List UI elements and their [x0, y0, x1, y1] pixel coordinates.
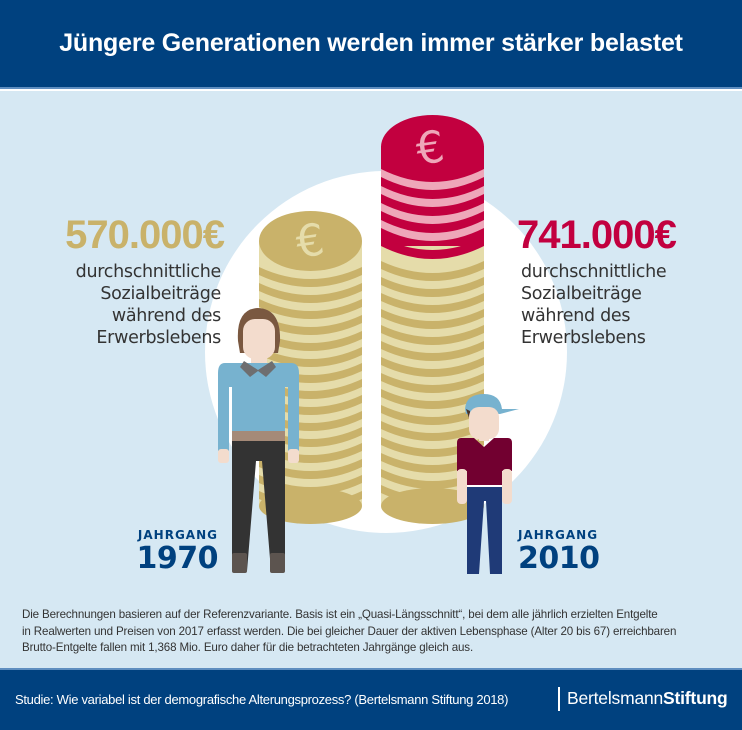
cohort-year: 2010 — [518, 541, 600, 576]
description-line: Sozialbeiträge — [521, 284, 642, 304]
cohort-2010: JAHRGANG 2010 — [518, 528, 600, 576]
footnote-line: in Realwerten und Preisen von 2017 erfas… — [22, 624, 677, 638]
footnote-line: Die Berechnungen basieren auf der Refere… — [22, 608, 658, 621]
child-figure-icon — [457, 394, 519, 574]
description-1970: durchschnittliche Sozialbeiträge während… — [75, 261, 222, 349]
brand-logo: BertelsmannStiftung — [567, 688, 728, 709]
description-line: Erwerbslebens — [96, 328, 221, 348]
footer-divider — [558, 687, 560, 711]
source-citation: Studie: Wie variabel ist der demografisc… — [15, 692, 509, 707]
description-line: durchschnittliche — [521, 262, 667, 282]
description-line: während des — [111, 306, 221, 326]
header-bar: Jüngere Generationen werden immer stärke… — [0, 0, 742, 89]
description-line: Sozialbeiträge — [100, 284, 221, 304]
page-title: Jüngere Generationen werden immer stärke… — [59, 29, 683, 57]
coin-stack-right-icon: € — [381, 115, 484, 524]
man-figure-icon — [218, 308, 299, 573]
amount-1970: 570.000€ — [65, 213, 225, 257]
cohort-label: JAHRGANG — [137, 528, 218, 542]
description-2010: durchschnittliche Sozialbeiträge während… — [521, 261, 667, 349]
illustration: € — [218, 115, 519, 574]
footnote-line: Brutto-Entgelte fallen mit 1,368 Mio. Eu… — [22, 641, 474, 654]
description-line: während des — [521, 306, 631, 326]
footer-bar: Studie: Wie variabel ist der demografisc… — [0, 668, 742, 730]
cohort-year: 1970 — [136, 541, 219, 576]
description-line: durchschnittliche — [75, 262, 222, 282]
amount-2010: 741.000€ — [517, 213, 677, 257]
brand-bold: Stiftung — [663, 688, 728, 708]
description-line: Erwerbslebens — [521, 328, 646, 348]
infographic-panel: € — [0, 91, 742, 668]
cohort-label: JAHRGANG — [518, 528, 599, 542]
brand-regular: Bertelsmann — [567, 688, 664, 708]
cohort-1970: JAHRGANG 1970 — [137, 528, 219, 576]
footnote: Die Berechnungen basieren auf der Refere… — [22, 607, 732, 657]
